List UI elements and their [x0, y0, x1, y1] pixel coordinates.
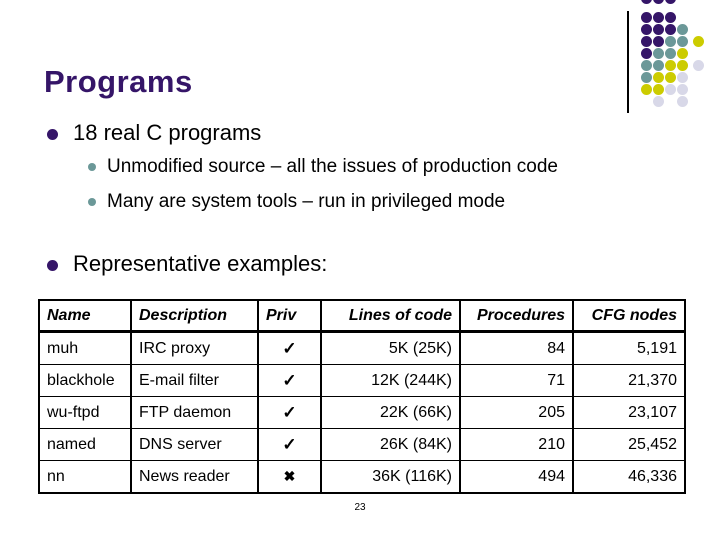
decoration-dot: [652, 35, 664, 47]
table-body: muh IRC proxy ✓ 5K (25K) 84 5,191 blackhole E-m…: [38, 331, 686, 494]
priv-check-icon: ✓: [257, 331, 322, 365]
cell-name: named: [38, 428, 132, 461]
decoration-dot: [640, 11, 652, 23]
table-row: muh IRC proxy ✓ 5K (25K) 84 5,191: [38, 331, 686, 365]
cell-procedures: 210: [459, 428, 574, 461]
decoration-dot: [664, 47, 676, 59]
cell-description: News reader: [130, 460, 259, 494]
programs-table: Name Description Priv Lines of code Proc…: [38, 299, 686, 494]
cell-cfg_nodes: 25,452: [572, 428, 686, 461]
cell-description: DNS server: [130, 428, 259, 461]
decoration-dot: [640, 35, 652, 47]
decoration-dot: [664, 23, 676, 35]
bullet-item-2: Representative examples:: [73, 251, 328, 276]
col-header-lines-of-code: Lines of code: [320, 299, 461, 333]
cell-lines: 36K (116K): [320, 460, 461, 494]
cell-procedures: 71: [459, 364, 574, 397]
cell-cfg_nodes: 5,191: [572, 331, 686, 365]
sub-bullet-item-2: Many are system tools – run in privilege…: [107, 191, 506, 212]
col-header-priv: Priv: [257, 299, 322, 333]
cell-lines: 5K (25K): [320, 331, 461, 365]
cell-cfg_nodes: 46,336: [572, 460, 686, 494]
table-row: blackhole E-mail filter ✓ 12K (244K) 71 21,37…: [38, 364, 686, 397]
cell-lines: 22K (66K): [320, 396, 461, 429]
decoration-dot: [692, 35, 704, 47]
table-row: wu-ftpd FTP daemon ✓ 22K (66K) 205 23,107: [38, 396, 686, 429]
decoration-dot: [652, 23, 664, 35]
decoration-dot: [676, 35, 688, 47]
decoration-dot: [664, 71, 676, 83]
cell-lines: 12K (244K): [320, 364, 461, 397]
table-row: nn News reader ✖ 36K (116K) 494 46,336: [38, 460, 686, 494]
priv-check-icon: ✓: [257, 428, 322, 461]
decoration-dot: [664, 83, 676, 95]
cell-name: nn: [38, 460, 132, 494]
decoration-dot: [652, 95, 664, 107]
cell-procedures: 494: [459, 460, 574, 494]
decoration-dot: [652, 71, 664, 83]
cell-name: wu-ftpd: [38, 396, 132, 429]
decoration-dot: [640, 83, 652, 95]
cell-cfg_nodes: 21,370: [572, 364, 686, 397]
decoration-dot: [664, 59, 676, 71]
col-header-description: Description: [130, 299, 259, 333]
cell-lines: 26K (84K): [320, 428, 461, 461]
page-number: 23: [354, 502, 366, 513]
cell-procedures: 205: [459, 396, 574, 429]
table-row: named DNS server ✓ 26K (84K) 210 25,452: [38, 428, 686, 461]
bullet-dot-icon: [47, 260, 58, 271]
decoration-dot: [676, 23, 688, 35]
decoration-dot: [664, 35, 676, 47]
decoration-dot: [676, 59, 688, 71]
decoration-dot: [640, 23, 652, 35]
cell-cfg_nodes: 23,107: [572, 396, 686, 429]
decoration-dot: [652, 47, 664, 59]
col-header-name: Name: [38, 299, 132, 333]
bullet-dot-icon: [47, 129, 58, 140]
decoration-dot: [692, 59, 704, 71]
decoration-dot: [664, 11, 676, 23]
sub-bullet-dot-icon: [88, 198, 96, 206]
decoration-dot: [676, 47, 688, 59]
decoration-dot: [652, 83, 664, 95]
priv-check-icon: ✓: [257, 364, 322, 397]
cell-description: FTP daemon: [130, 396, 259, 429]
decoration-dot: [652, 59, 664, 71]
decoration-dot: [676, 71, 688, 83]
decoration-dot: [640, 47, 652, 59]
col-header-procedures: Procedures: [459, 299, 574, 333]
cell-procedures: 84: [459, 331, 574, 365]
priv-cross-icon: ✖: [257, 460, 322, 494]
decoration-dot: [640, 71, 652, 83]
decoration-dot: [640, 59, 652, 71]
programs-table-grid: Name Description Priv Lines of code Proc…: [38, 299, 686, 494]
slide-title: Programs: [44, 64, 193, 99]
bullet-item-1: 18 real C programs: [73, 120, 262, 145]
priv-check-icon: ✓: [257, 396, 322, 429]
decoration-dot: [676, 83, 688, 95]
decoration-vertical-rule: [627, 11, 629, 113]
table-header-row: Name Description Priv Lines of code Proc…: [38, 299, 686, 333]
cell-description: IRC proxy: [130, 331, 259, 365]
sub-bullet-dot-icon: [88, 163, 96, 171]
sub-bullet-item-1: Unmodified source – all the issues of pr…: [107, 156, 558, 177]
decoration-dot: [652, 0, 664, 4]
col-header-cfg-nodes: CFG nodes: [572, 299, 686, 333]
cell-description: E-mail filter: [130, 364, 259, 397]
cell-name: blackhole: [38, 364, 132, 397]
decoration-dot: [664, 0, 676, 4]
decoration-dot: [652, 11, 664, 23]
decoration-dot: [676, 95, 688, 107]
decoration-dot: [640, 0, 652, 4]
cell-name: muh: [38, 331, 132, 365]
